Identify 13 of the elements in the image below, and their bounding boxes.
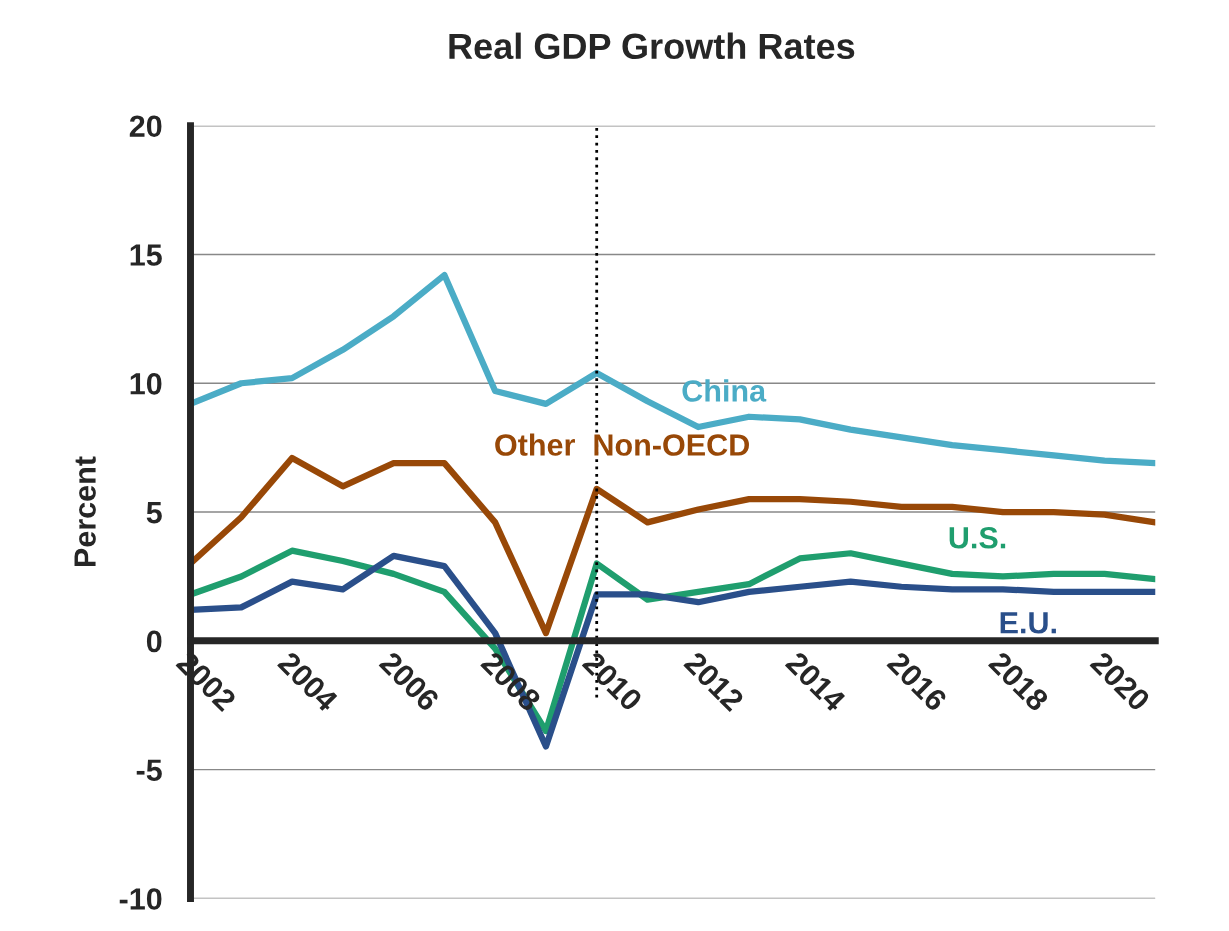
y-tick-label: 15 [130, 244, 162, 266]
chart-title: Real GDP Growth Rates [449, 32, 855, 60]
series-label: China [682, 379, 767, 402]
y-tick-label: 20 [129, 115, 162, 138]
series-label: E.U. [1000, 612, 1056, 634]
y-tick-label: -5 [136, 759, 162, 781]
y-tick-label: -10 [119, 888, 162, 910]
y-tick-label: 10 [130, 373, 162, 395]
series-label: Other Non-OECD [495, 433, 749, 456]
y-tick-label: 5 [146, 502, 162, 524]
series-label: U.S. [949, 526, 1006, 549]
y-axis-title: Percent [74, 456, 96, 567]
y-tick-label: 0 [146, 630, 162, 653]
